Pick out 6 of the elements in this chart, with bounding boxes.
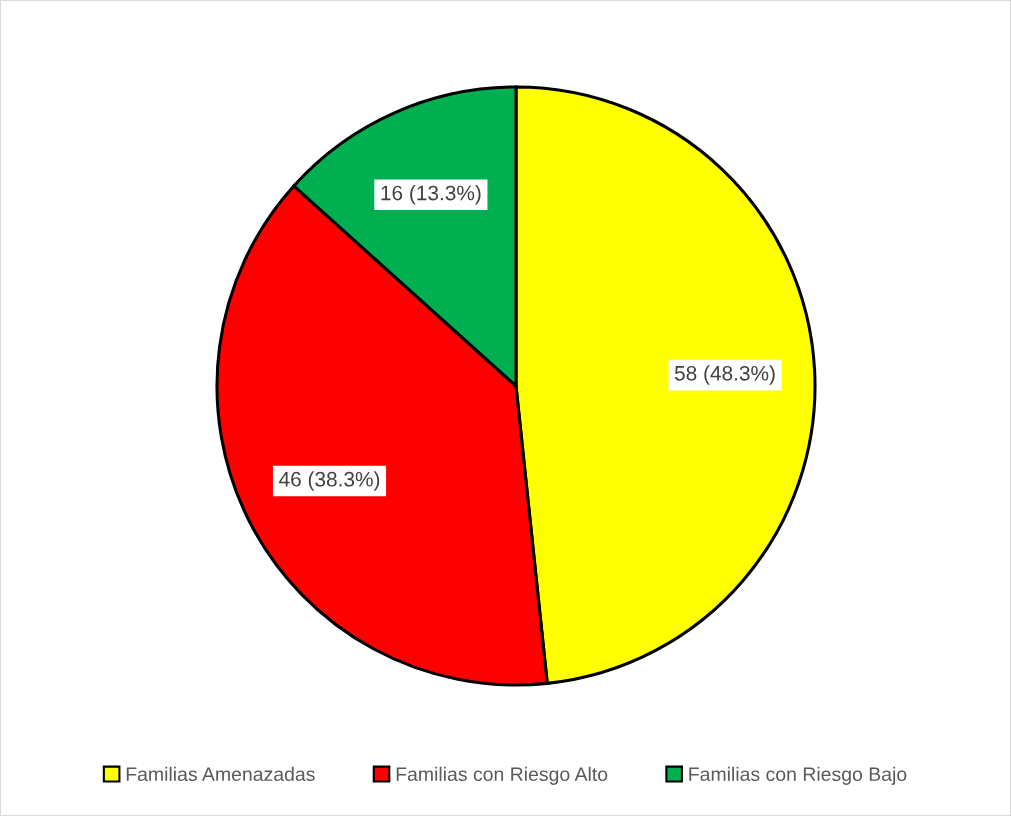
legend-label: Familias con Riesgo Alto	[396, 766, 608, 785]
data-label: 46 (38.3%)	[279, 471, 380, 491]
legend-label: Familias Amenazadas	[126, 766, 315, 782]
legend-label: Familias con Riesgo Bajo	[689, 766, 907, 785]
data-label: 16 (13.3%)	[381, 185, 481, 205]
data-label: 58 (48.3%)	[674, 365, 775, 385]
